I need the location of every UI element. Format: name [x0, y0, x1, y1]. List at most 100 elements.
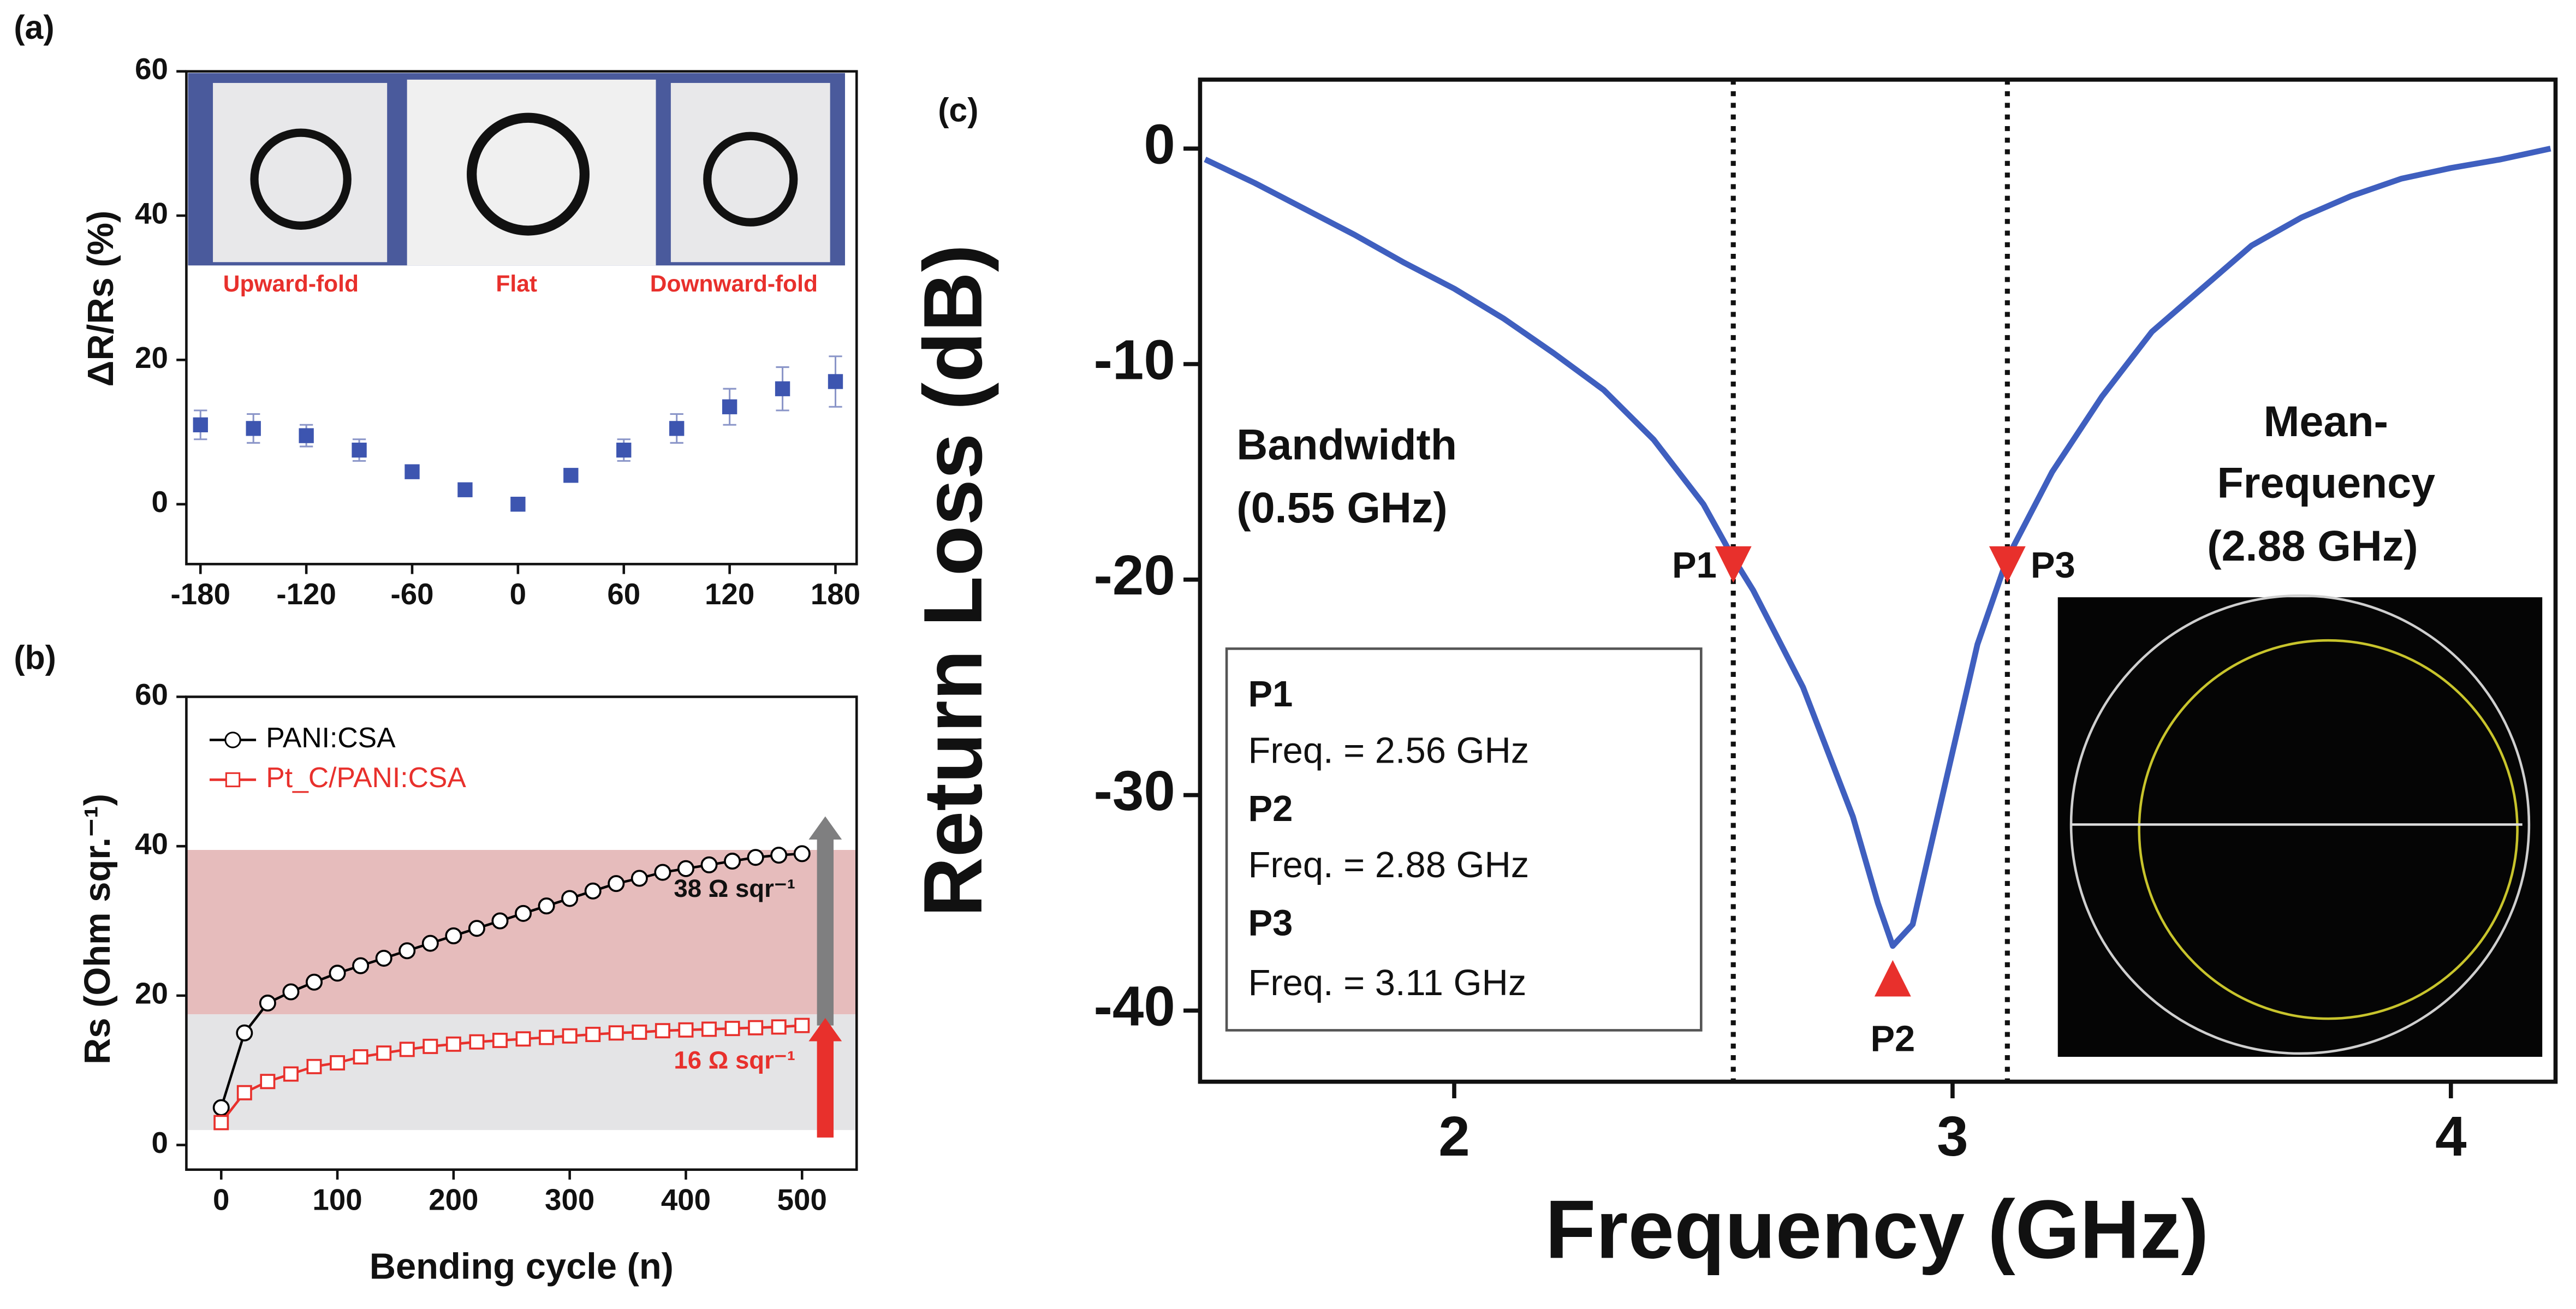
point: [585, 1027, 601, 1042]
info-box: [1225, 647, 1703, 1032]
x-tick-label: 180: [811, 577, 860, 611]
panel-label: (c): [938, 92, 978, 129]
annotation: Mean-: [2264, 397, 2388, 445]
y-tick-label: 0: [152, 1126, 168, 1159]
y-tick-label: 60: [135, 677, 168, 711]
x-tick-label: 0: [213, 1182, 229, 1216]
point: [632, 1024, 647, 1040]
x-tick-label: 200: [429, 1182, 478, 1216]
point: [445, 1036, 461, 1052]
inset-label: Upward-fold: [223, 271, 359, 297]
point: [299, 428, 314, 443]
y-tick-label: 20: [135, 341, 168, 374]
point: [282, 983, 300, 1001]
point: [352, 442, 367, 458]
point: [376, 1045, 392, 1061]
point: [423, 1038, 438, 1054]
y-tick-label: 40: [135, 827, 168, 861]
inset-image: [2057, 594, 2543, 1057]
arrow: [808, 816, 842, 1026]
point: [654, 864, 671, 881]
annotation: Frequency: [2217, 458, 2436, 507]
y-tick-label: -40: [1093, 974, 1175, 1038]
x-tick-label: -180: [171, 577, 230, 611]
point: [305, 973, 323, 991]
plot-frame: [1198, 78, 2558, 1084]
series-line: [1204, 146, 2551, 949]
x-tick-label: 120: [705, 577, 754, 611]
point: [775, 381, 790, 396]
panel-label: (a): [14, 9, 54, 46]
point: [457, 482, 473, 497]
point: [563, 468, 579, 483]
inset-label: Flat: [496, 271, 537, 297]
point: [330, 1055, 346, 1070]
x-tick-label: -60: [390, 577, 433, 611]
box-text: P2: [1248, 788, 1293, 829]
point: [515, 1031, 531, 1047]
x-tick-label: 4: [2435, 1104, 2466, 1168]
point: [794, 1018, 810, 1033]
box-text: Freq. = 2.88 GHz: [1248, 844, 1530, 885]
marker-label: P3: [2031, 545, 2075, 586]
point: [398, 942, 416, 960]
point: [655, 1023, 670, 1039]
point: [793, 845, 811, 862]
y-tick-label: 60: [135, 52, 168, 86]
legend-marker: [224, 731, 241, 748]
point: [608, 1025, 624, 1041]
point: [193, 417, 208, 432]
point: [468, 920, 485, 937]
point: [375, 949, 392, 967]
point: [539, 1030, 555, 1045]
y-tick-label: 20: [135, 976, 168, 1010]
annotation: 38 Ω sqr⁻¹: [674, 874, 795, 902]
point: [492, 1032, 508, 1048]
legend-label: PANI:CSA: [266, 722, 396, 753]
point: [212, 1099, 230, 1116]
point: [700, 856, 718, 873]
box-text: P1: [1248, 674, 1293, 715]
y-axis-label: ΔR/Rs (%): [80, 211, 121, 387]
x-axis-label: Bending cycle (n): [370, 1246, 674, 1287]
point: [616, 442, 632, 458]
x-tick-label: 0: [510, 577, 526, 611]
x-tick-label: 500: [777, 1182, 827, 1216]
y-axis-label: Return Loss (dB): [907, 245, 1000, 917]
x-tick-label: 2: [1438, 1104, 1470, 1168]
inset-photo: [188, 73, 846, 266]
x-tick-label: 300: [545, 1182, 594, 1216]
point: [724, 1021, 740, 1037]
point: [678, 1022, 694, 1038]
marker-label: P2: [1870, 1018, 1915, 1059]
point: [677, 860, 694, 877]
annotation: Bandwidth: [1236, 420, 1457, 468]
point: [259, 995, 276, 1012]
point: [608, 875, 625, 892]
point: [213, 1115, 229, 1130]
marker: [1874, 960, 1911, 997]
point: [747, 849, 764, 866]
point: [469, 1034, 485, 1050]
point: [722, 399, 737, 414]
box-text: Freq. = 2.56 GHz: [1248, 730, 1530, 771]
panel-label: (b): [14, 639, 56, 676]
point: [748, 1020, 764, 1036]
point: [329, 965, 346, 982]
point: [538, 897, 555, 915]
box-text: Freq. = 3.11 GHz: [1248, 962, 1527, 1003]
point: [404, 464, 420, 479]
point: [236, 1085, 252, 1100]
box-text: P3: [1248, 903, 1293, 944]
plot-frame: [185, 70, 858, 566]
plot-frame: [185, 695, 858, 1171]
x-tick-label: -120: [276, 577, 336, 611]
point: [236, 1024, 253, 1042]
point: [630, 870, 648, 887]
point: [246, 421, 261, 436]
marker: [1715, 546, 1752, 583]
point: [724, 853, 741, 870]
y-tick-label: 40: [135, 196, 168, 230]
y-axis-label: Rs (Ohm sqr.⁻¹): [77, 794, 118, 1064]
